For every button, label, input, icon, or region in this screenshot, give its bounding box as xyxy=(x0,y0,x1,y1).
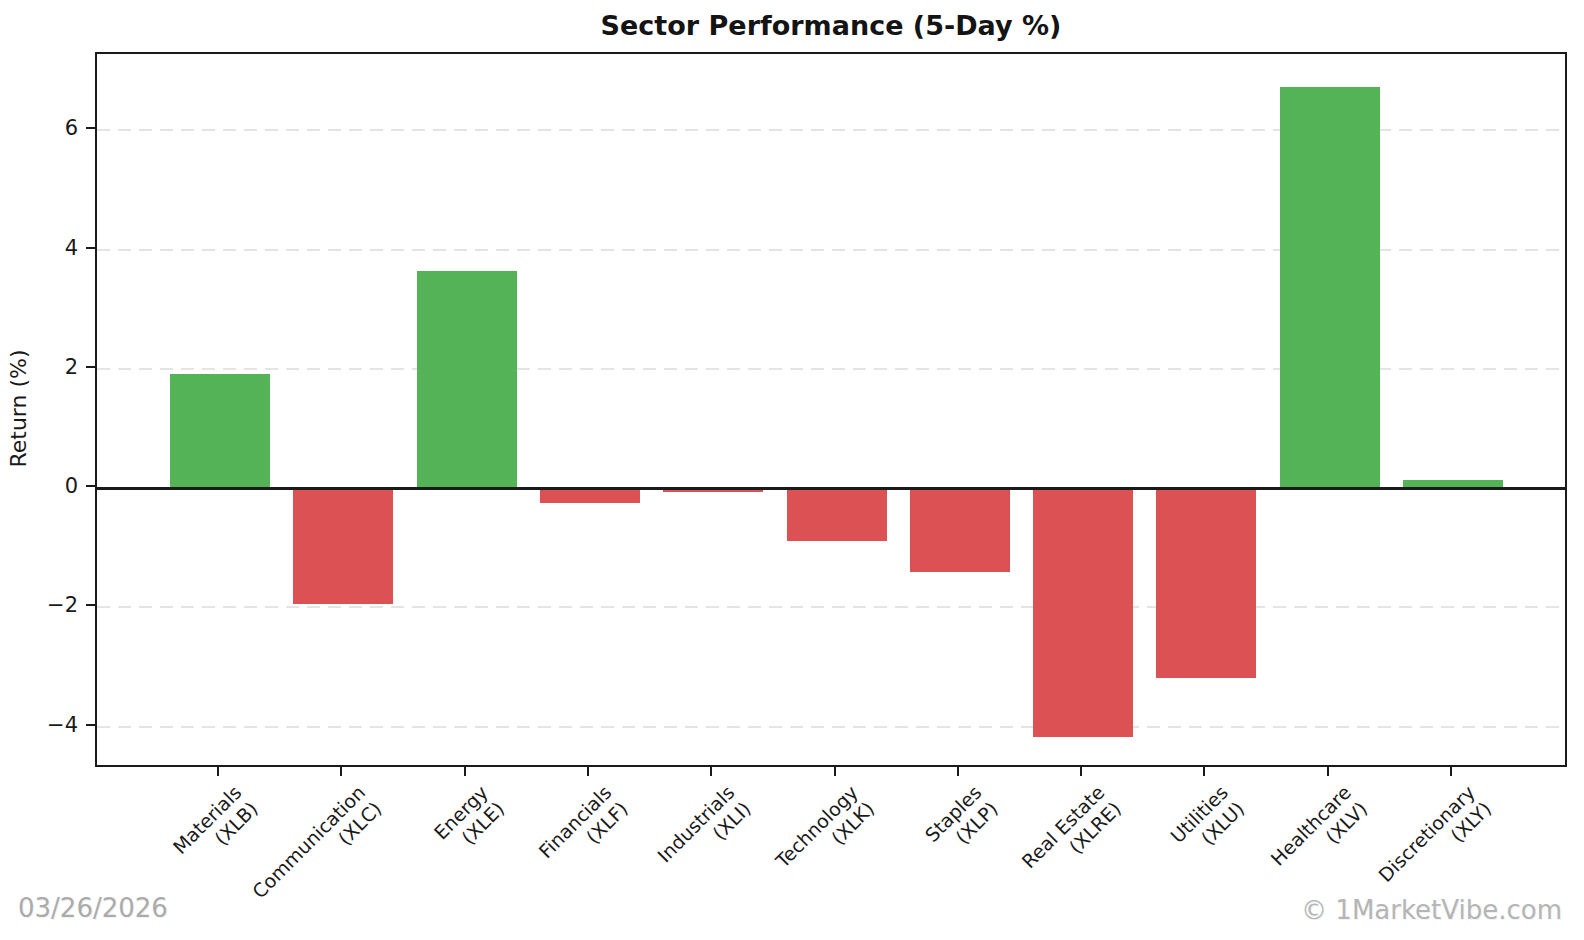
y-tick-mark xyxy=(86,366,95,368)
x-tick-mark xyxy=(587,767,589,776)
x-tick-label: Real Estate(XLRE) xyxy=(1017,781,1125,889)
bar-real-estate xyxy=(1033,488,1133,737)
x-tick-label: Communication(XLC) xyxy=(247,781,385,919)
footer-date: 03/26/2026 xyxy=(18,893,168,923)
grid-line xyxy=(97,726,1565,728)
y-tick-label: −4 xyxy=(8,715,78,736)
y-tick-label: 6 xyxy=(8,118,78,139)
y-tick-mark xyxy=(86,724,95,726)
x-tick-label: Staples(XLP) xyxy=(920,781,1002,863)
y-axis-label: Return (%) xyxy=(6,329,31,489)
grid-line xyxy=(97,606,1565,608)
x-tick-mark xyxy=(1327,767,1329,776)
x-tick-label: Energy(XLE) xyxy=(430,781,509,860)
bar-staples xyxy=(910,488,1010,571)
x-tick-label: Industrials(XLI) xyxy=(653,781,755,883)
y-tick-label: 4 xyxy=(8,238,78,259)
x-tick-mark xyxy=(1080,767,1082,776)
zero-axis-line xyxy=(97,487,1565,490)
bar-technology xyxy=(787,488,887,540)
x-tick-mark xyxy=(1450,767,1452,776)
chart-title: Sector Performance (5-Day %) xyxy=(95,10,1567,41)
chart-canvas: { "chart_data": { "type": "bar", "title"… xyxy=(0,0,1584,940)
x-tick-mark xyxy=(1203,767,1205,776)
y-tick-label: 2 xyxy=(8,357,78,378)
x-tick-mark xyxy=(340,767,342,776)
bar-healthcare xyxy=(1280,87,1380,488)
bar-utilities xyxy=(1156,488,1256,678)
x-tick-mark xyxy=(217,767,219,776)
x-tick-label: Discretionary(XLY) xyxy=(1374,781,1496,903)
y-tick-mark xyxy=(86,127,95,129)
y-tick-mark xyxy=(86,247,95,249)
plot-area xyxy=(95,52,1567,767)
footer-copyright: © 1MarketVibe.com xyxy=(1301,895,1562,925)
x-tick-label: Healthcare(XLV) xyxy=(1266,781,1371,886)
y-tick-mark xyxy=(86,485,95,487)
bar-energy xyxy=(417,271,517,488)
x-tick-label: Materials(XLB) xyxy=(168,781,262,875)
y-tick-label: −2 xyxy=(8,595,78,616)
x-tick-mark xyxy=(834,767,836,776)
bar-financials xyxy=(540,488,640,503)
x-tick-label: Utilities(XLU) xyxy=(1166,781,1249,864)
x-tick-label: Technology(XLK) xyxy=(771,781,879,889)
bar-communication xyxy=(293,488,393,604)
x-tick-mark xyxy=(464,767,466,776)
x-tick-mark xyxy=(710,767,712,776)
y-tick-label: 0 xyxy=(8,476,78,497)
x-tick-mark xyxy=(957,767,959,776)
y-tick-mark xyxy=(86,604,95,606)
bar-materials xyxy=(170,374,270,488)
x-tick-label: Financials(XLF) xyxy=(534,781,632,879)
